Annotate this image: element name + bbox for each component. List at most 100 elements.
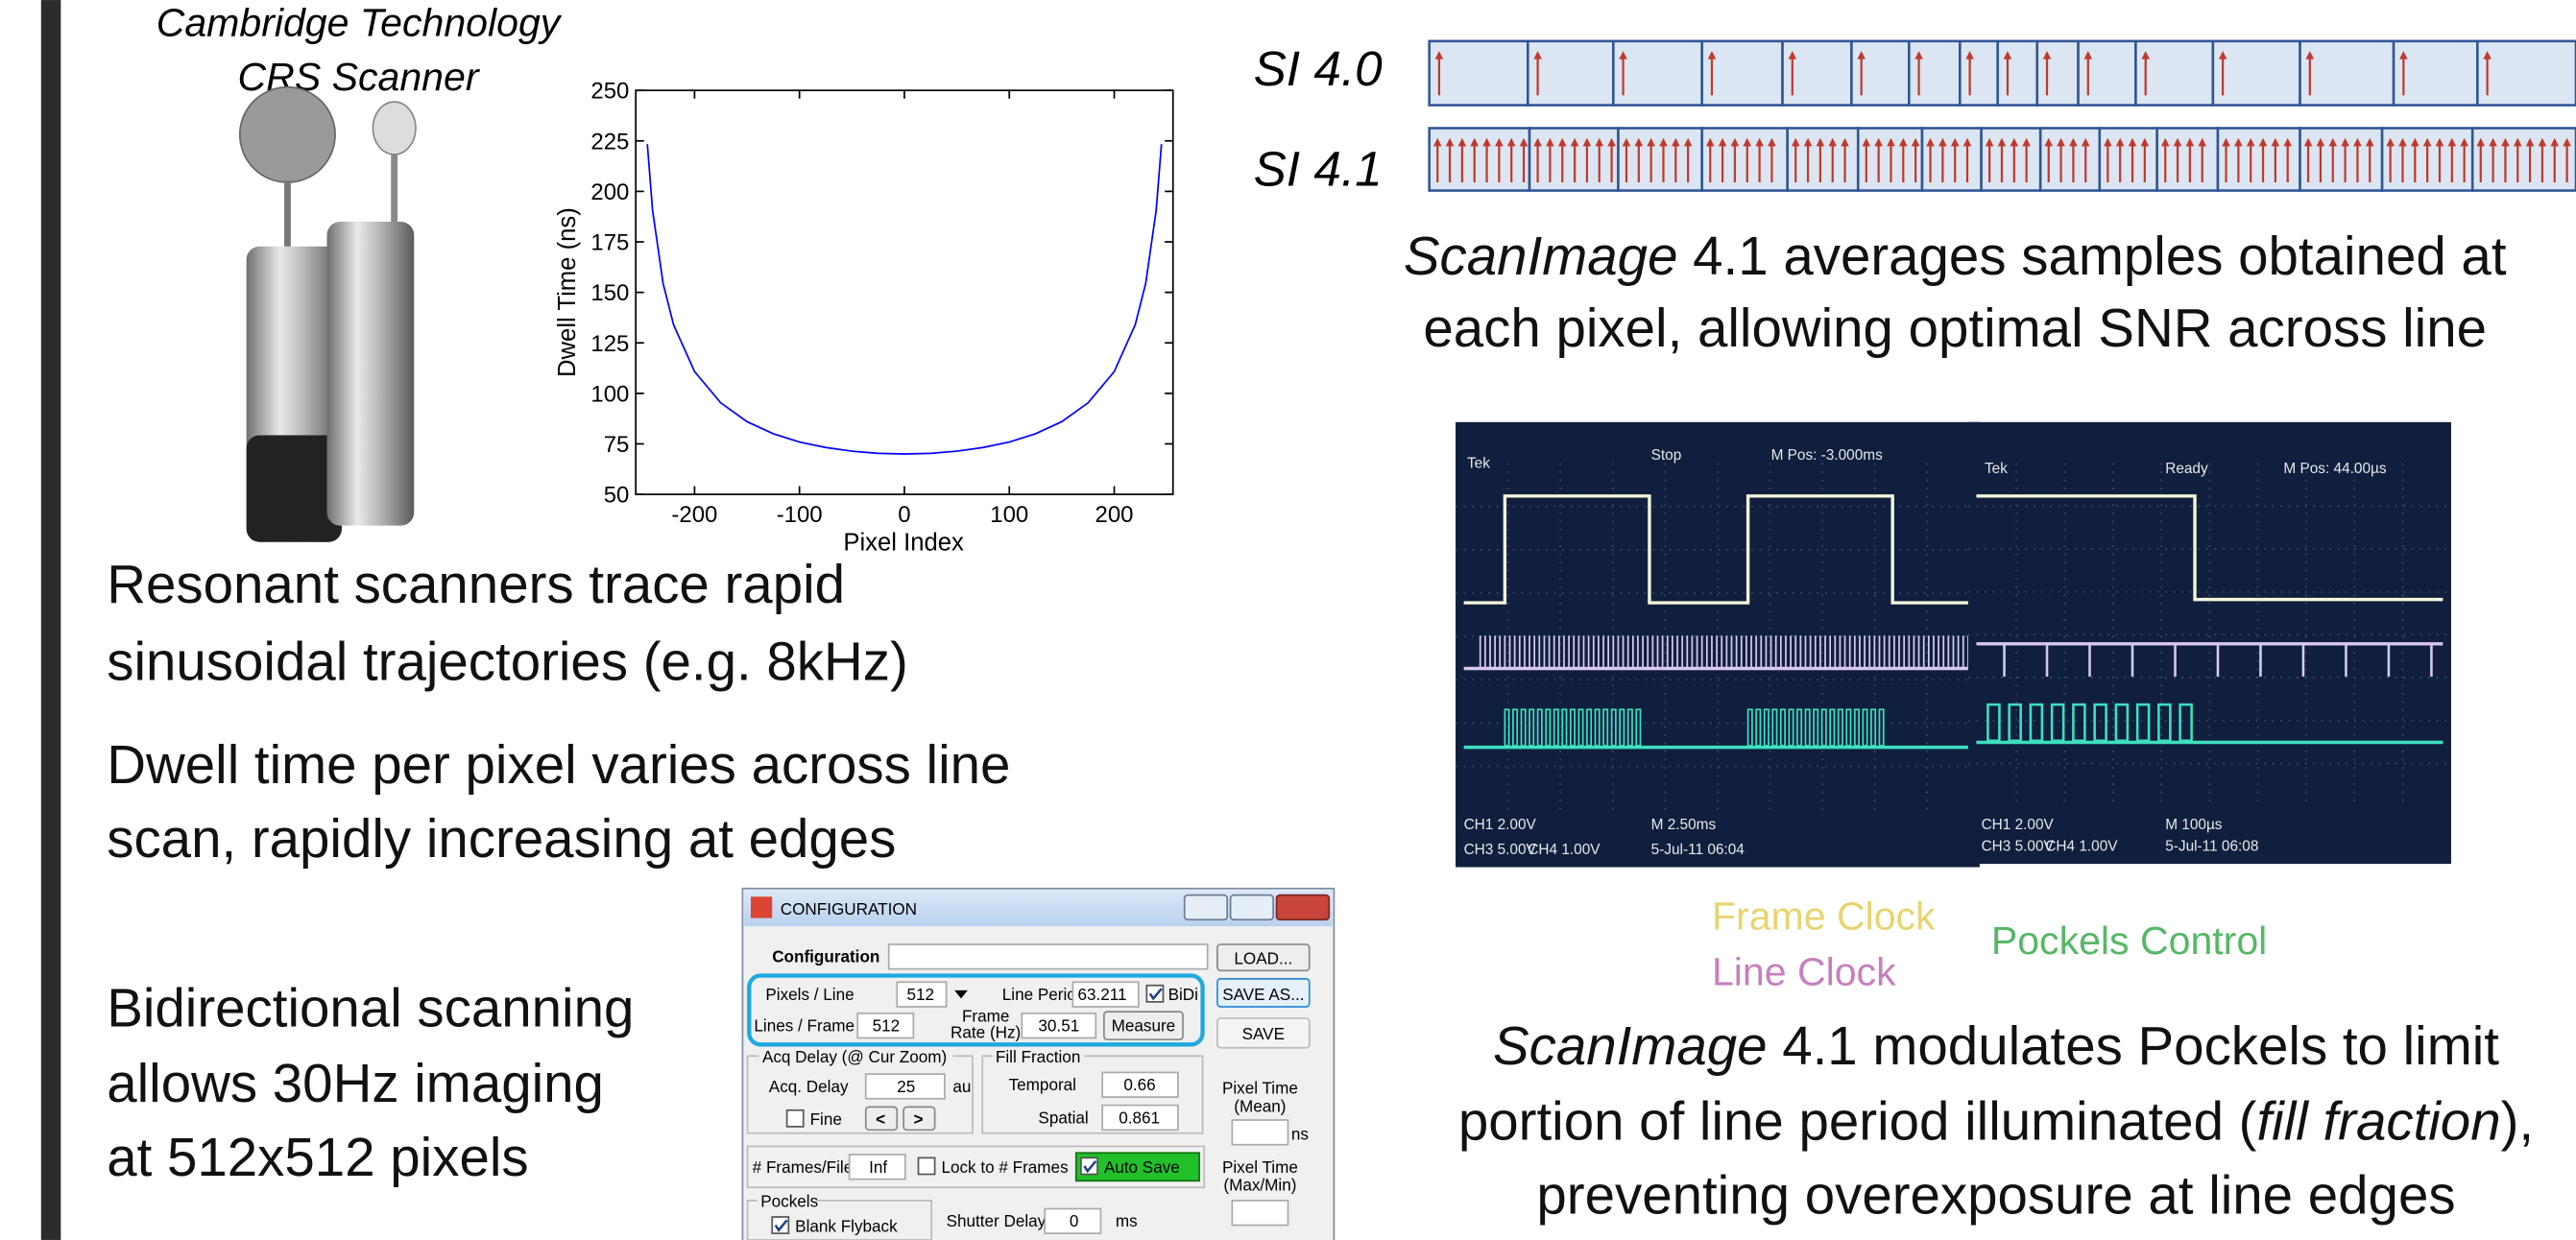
arrow-head xyxy=(2042,51,2052,60)
arrow-head xyxy=(2550,137,2560,147)
field-value: 512 xyxy=(873,1017,901,1036)
arrow-head xyxy=(1707,51,1717,60)
arrow-head xyxy=(1557,137,1567,147)
button[interactable] xyxy=(903,1106,936,1132)
close-button[interactable] xyxy=(1275,894,1331,921)
arrow-head xyxy=(2422,137,2432,147)
scope-text: CH4 1.00V xyxy=(2045,838,2118,854)
button[interactable] xyxy=(1103,1011,1184,1041)
x-axis-label: Pixel Index xyxy=(843,529,964,556)
arrow-head xyxy=(2305,51,2315,60)
arrow-head xyxy=(1911,137,1920,147)
arrow-head xyxy=(2328,137,2338,147)
arrow-head xyxy=(1659,137,1668,147)
arrow-head xyxy=(1619,51,1627,60)
arrow-head xyxy=(1985,137,1994,147)
label: ms xyxy=(1116,1212,1138,1230)
pixel-box xyxy=(1850,39,1911,107)
button[interactable] xyxy=(1216,943,1311,972)
arrow-head xyxy=(2234,137,2243,147)
legend-text: Pockels Control xyxy=(1991,918,2267,963)
arrow-head xyxy=(1730,137,1740,147)
arrow-head xyxy=(2022,137,2031,147)
arrow-head xyxy=(1857,51,1866,60)
button[interactable] xyxy=(1216,1017,1311,1049)
text-field[interactable] xyxy=(856,1012,915,1039)
pixel-box xyxy=(2476,39,2576,107)
caption: preventing overexposure at line edges xyxy=(1536,1165,2455,1226)
checkbox[interactable] xyxy=(785,1109,805,1128)
button[interactable] xyxy=(864,1106,899,1132)
arrow-head xyxy=(1546,137,1554,147)
group-gap xyxy=(992,1047,1085,1064)
label: # Frames/File xyxy=(753,1158,854,1177)
text-field[interactable] xyxy=(1101,1071,1179,1098)
bullet-text: Dwell time per pixel varies across line xyxy=(107,734,1010,795)
arrow-head xyxy=(1672,137,1680,147)
legend-text: Line Clock xyxy=(1712,950,1896,994)
bullet-text: at 512x512 pixels xyxy=(107,1127,528,1187)
caption-italic: fill fraction xyxy=(2256,1091,2500,1152)
frame-trace xyxy=(1463,494,1972,605)
arrow-head xyxy=(2513,137,2522,147)
arrow-head xyxy=(2057,137,2065,147)
label: au xyxy=(952,1078,971,1096)
caption-italic: ScanImage xyxy=(1493,1015,1768,1076)
text-field[interactable] xyxy=(1071,981,1140,1008)
arrow-head xyxy=(2185,137,2195,147)
maximize-button[interactable] xyxy=(1229,894,1274,921)
dropdown-arrow xyxy=(954,990,968,999)
pixel-box xyxy=(2134,39,2215,107)
checkbox[interactable] xyxy=(1145,984,1165,1003)
mirror xyxy=(238,85,336,183)
arrow-head xyxy=(2398,137,2407,147)
pixel-box xyxy=(1617,127,1703,192)
arrow-head xyxy=(2140,137,2150,147)
arrow-head xyxy=(2303,137,2313,147)
caption: each pixel, allowing optimal SNR across … xyxy=(1423,298,2487,358)
scope-text: Ready xyxy=(2165,461,2208,477)
text-field[interactable] xyxy=(1044,1207,1102,1234)
scope-text: M 2.50ms xyxy=(1651,817,1717,833)
y-tick-label: 175 xyxy=(590,230,629,256)
scope-text: Stop xyxy=(1651,447,1682,464)
dropdown[interactable] xyxy=(896,981,948,1008)
text-field[interactable] xyxy=(864,1073,946,1100)
text-field[interactable] xyxy=(1021,1012,1097,1039)
arrow-head xyxy=(1997,137,2007,147)
pixel-box xyxy=(1908,39,1962,107)
x-tick-label: 0 xyxy=(898,502,910,528)
x-tick-label: 100 xyxy=(990,502,1028,528)
caption-text: portion of line period illuminated ( xyxy=(1458,1091,2257,1152)
scope-text: CH3 5.00V xyxy=(1982,838,2055,854)
checkbox[interactable] xyxy=(1080,1157,1098,1176)
arrow-head xyxy=(1607,137,1616,147)
arrow-head xyxy=(1432,137,1442,147)
arrow-head xyxy=(1788,51,1797,60)
text-field[interactable] xyxy=(848,1154,906,1180)
arrow-head xyxy=(2246,137,2255,147)
frame-trace xyxy=(1976,494,2444,602)
pixel-box xyxy=(2470,127,2576,192)
x-tick-label: -200 xyxy=(671,502,717,528)
y-tick-label: 250 xyxy=(590,79,629,105)
arrow-head xyxy=(2044,137,2054,147)
group-title: Fill Fraction xyxy=(996,1048,1080,1066)
arrow-head xyxy=(1495,137,1504,147)
button[interactable] xyxy=(1216,978,1311,1008)
label: Pixel Time xyxy=(1222,1080,1298,1098)
row-label: SI 4.0 xyxy=(1254,41,1384,96)
checkbox[interactable] xyxy=(771,1216,790,1234)
text-field[interactable] xyxy=(1101,1104,1179,1132)
text-field[interactable] xyxy=(887,943,1209,970)
checkbox[interactable] xyxy=(917,1157,936,1176)
arrow-head xyxy=(2104,137,2112,147)
oscilloscope-photo: Tek Ready M Pos: 44.00µs CH1 2.00V CH3 5… xyxy=(1967,421,2451,865)
minimize-button[interactable] xyxy=(1183,894,1229,921)
check-mark xyxy=(774,1219,788,1232)
dwell-chart: Pixel Index Dwell Time (ns) 50 75 100 125 15… xyxy=(554,79,1174,556)
caption-italic: ScanImage xyxy=(1404,226,1678,286)
label: Auto Save xyxy=(1104,1158,1180,1177)
scope-text: CH4 1.00V xyxy=(1528,842,1601,858)
